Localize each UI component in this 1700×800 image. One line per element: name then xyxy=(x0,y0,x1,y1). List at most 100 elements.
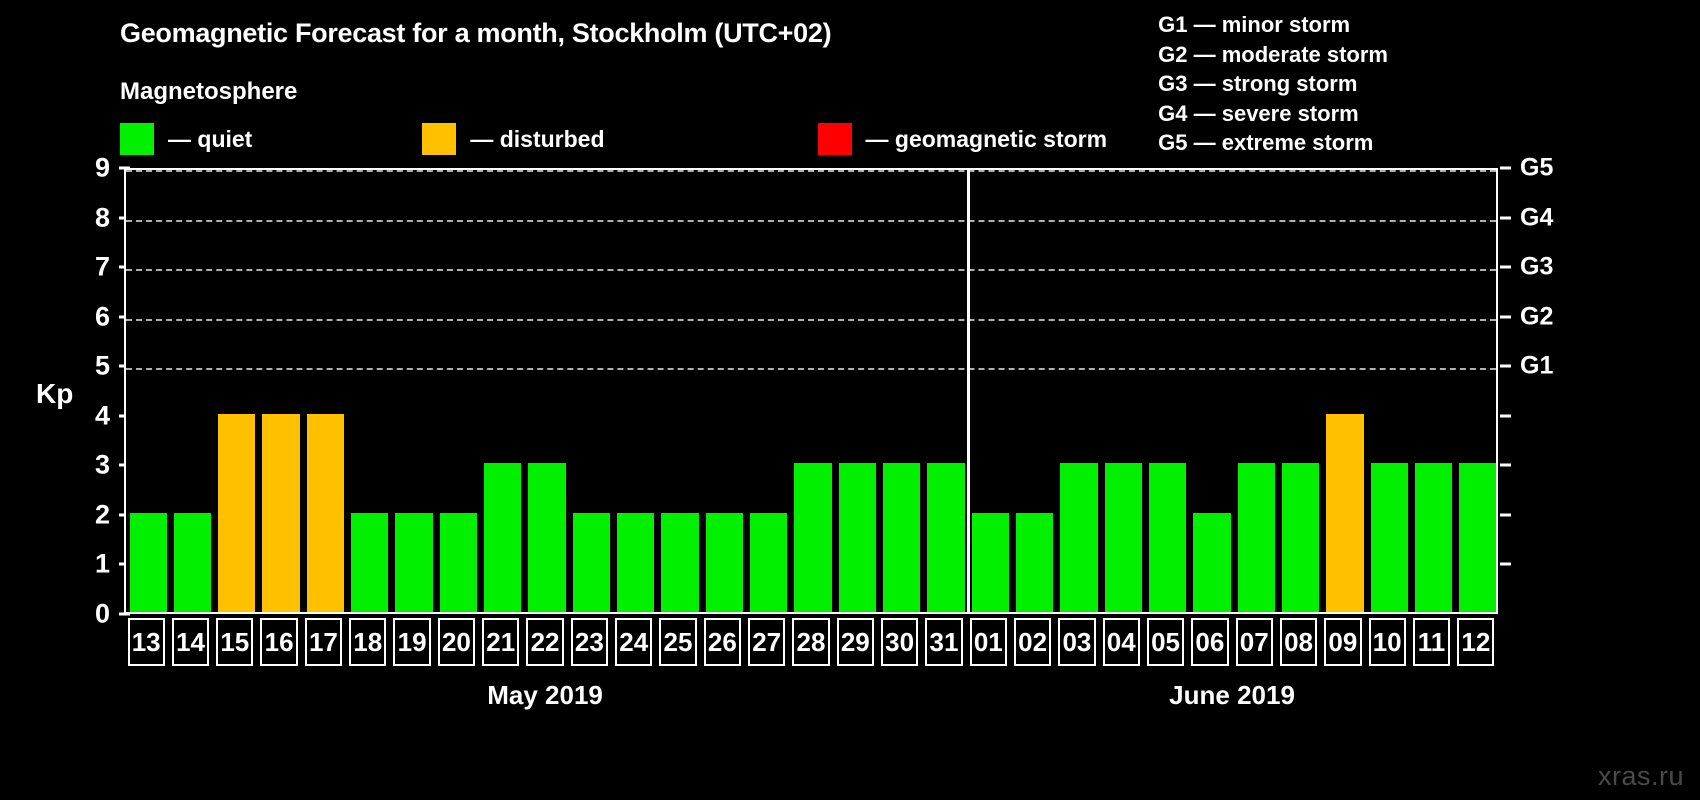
legend-label-disturbed: — disturbed xyxy=(470,125,605,152)
month-label-may: May 2019 xyxy=(487,680,603,710)
bar-day-11 xyxy=(1414,463,1453,612)
bar-day-14 xyxy=(173,512,212,612)
bar-day-07 xyxy=(1237,463,1275,612)
g-tick-mark-G4 xyxy=(1500,216,1511,220)
y-tick-label-0: 0 xyxy=(94,598,110,629)
month-divider xyxy=(966,170,970,612)
bar-day-10 xyxy=(1370,463,1408,612)
bar-day-12 xyxy=(1459,463,1497,612)
y-tick-label-9: 9 xyxy=(94,152,110,183)
day-label-25: 25 xyxy=(659,618,697,666)
y-tick-label-2: 2 xyxy=(94,499,110,530)
gridline-kp-9 xyxy=(126,170,1496,172)
day-label-14: 14 xyxy=(171,618,210,666)
day-label-31: 31 xyxy=(925,618,963,666)
legend-swatch-storm xyxy=(817,123,852,155)
bar-day-05 xyxy=(1148,463,1187,612)
g-scale-legend: G1 — minor storm G2 — moderate storm G3 — … xyxy=(1158,10,1388,158)
y-tick-label-1: 1 xyxy=(94,548,110,579)
g-tick-mark-G2 xyxy=(1500,315,1511,319)
legend: — quiet — disturbed — geomagnetic storm xyxy=(120,122,1107,156)
day-label-21: 21 xyxy=(482,618,520,666)
month-label-june: June 2019 xyxy=(1169,680,1295,710)
y-tick-label-6: 6 xyxy=(94,301,110,332)
legend-swatch-quiet xyxy=(120,123,154,155)
day-label-row: 13 14 15 16 17 18 19 20 21 22 23 24 25 26 27 28 29 30 31 01… xyxy=(124,618,1498,666)
g-tick-label-G2: G2 xyxy=(1520,302,1554,331)
day-label-01: 01 xyxy=(969,618,1007,666)
bar-day-06 xyxy=(1193,512,1231,612)
bar-day-16 xyxy=(262,413,300,612)
bar-day-31 xyxy=(927,463,965,612)
gridline-kp-6 xyxy=(126,318,1496,321)
plot-area xyxy=(124,168,1498,614)
gridline-kp-8 xyxy=(126,219,1496,222)
g-tick-mark-minor-2 xyxy=(1500,513,1511,517)
bar-day-04 xyxy=(1104,463,1142,612)
bar-day-15 xyxy=(218,413,256,612)
magnetosphere-label: Magnetosphere xyxy=(120,78,298,105)
legend-item-storm: — geomagnetic storm xyxy=(817,123,1107,155)
bar-day-20 xyxy=(439,512,478,612)
g-tick-mark-G5 xyxy=(1500,166,1511,170)
day-label-26: 26 xyxy=(703,618,741,666)
day-label-05: 05 xyxy=(1146,618,1185,666)
bar-day-26 xyxy=(705,512,743,612)
day-label-12: 12 xyxy=(1457,618,1495,666)
legend-label-quiet: — quiet xyxy=(168,125,253,152)
bar-day-19 xyxy=(395,512,433,612)
y-tick-label-8: 8 xyxy=(94,202,110,233)
day-label-16: 16 xyxy=(260,618,298,666)
day-label-06: 06 xyxy=(1191,618,1229,666)
bar-day-03 xyxy=(1060,463,1098,612)
bar-day-01 xyxy=(971,512,1009,612)
day-label-23: 23 xyxy=(570,618,609,666)
g-tick-label-G4: G4 xyxy=(1520,203,1554,232)
day-label-15: 15 xyxy=(216,618,254,666)
day-label-10: 10 xyxy=(1368,618,1406,666)
bar-day-29 xyxy=(838,463,876,612)
day-label-11: 11 xyxy=(1412,618,1451,666)
day-label-29: 29 xyxy=(836,618,874,666)
bar-day-13 xyxy=(129,512,167,612)
y-axis-title: Kp xyxy=(36,378,74,409)
day-label-17: 17 xyxy=(304,618,343,666)
bar-day-27 xyxy=(750,512,788,612)
day-label-18: 18 xyxy=(349,618,387,666)
day-label-07: 07 xyxy=(1235,618,1273,666)
legend-swatch-disturbed xyxy=(422,123,457,155)
g-tick-mark-G3 xyxy=(1500,265,1511,269)
g-tick-mark-minor-4 xyxy=(1500,414,1511,418)
day-label-27: 27 xyxy=(748,618,786,666)
y-tick-label-7: 7 xyxy=(94,251,110,282)
bar-day-25 xyxy=(661,512,699,612)
g-tick-mark-minor-1 xyxy=(1500,562,1511,566)
bar-day-08 xyxy=(1281,463,1320,612)
day-label-09: 09 xyxy=(1324,618,1362,666)
watermark: xras.ru xyxy=(1597,761,1684,791)
day-label-03: 03 xyxy=(1058,618,1096,666)
bar-day-09 xyxy=(1326,413,1364,612)
bar-day-28 xyxy=(794,463,832,612)
day-label-28: 28 xyxy=(792,618,830,666)
bar-day-22 xyxy=(528,463,566,612)
bar-day-24 xyxy=(617,512,655,612)
g-legend-row-3: G3 — strong storm xyxy=(1158,71,1358,97)
g-tick-label-G5: G5 xyxy=(1520,153,1554,182)
page-title: Geomagnetic Forecast for a month, Stockh… xyxy=(120,18,832,48)
bar-day-23 xyxy=(572,512,611,612)
bar-day-18 xyxy=(351,512,389,612)
day-label-02: 02 xyxy=(1013,618,1052,666)
day-label-20: 20 xyxy=(437,618,476,666)
g-legend-row-5: G5 — extreme storm xyxy=(1158,130,1374,156)
y-tick-label-5: 5 xyxy=(94,350,110,381)
g-legend-row-2: G2 — moderate storm xyxy=(1158,41,1388,67)
day-label-19: 19 xyxy=(393,618,431,666)
g-tick-mark-minor-3 xyxy=(1500,463,1511,467)
g-tick-mark-G1 xyxy=(1500,364,1511,368)
day-label-22: 22 xyxy=(526,618,564,666)
legend-item-disturbed: — disturbed xyxy=(422,123,605,155)
gridline-kp-7 xyxy=(126,269,1496,272)
y-tick-mark-0 xyxy=(119,612,130,616)
day-label-13: 13 xyxy=(127,618,165,666)
